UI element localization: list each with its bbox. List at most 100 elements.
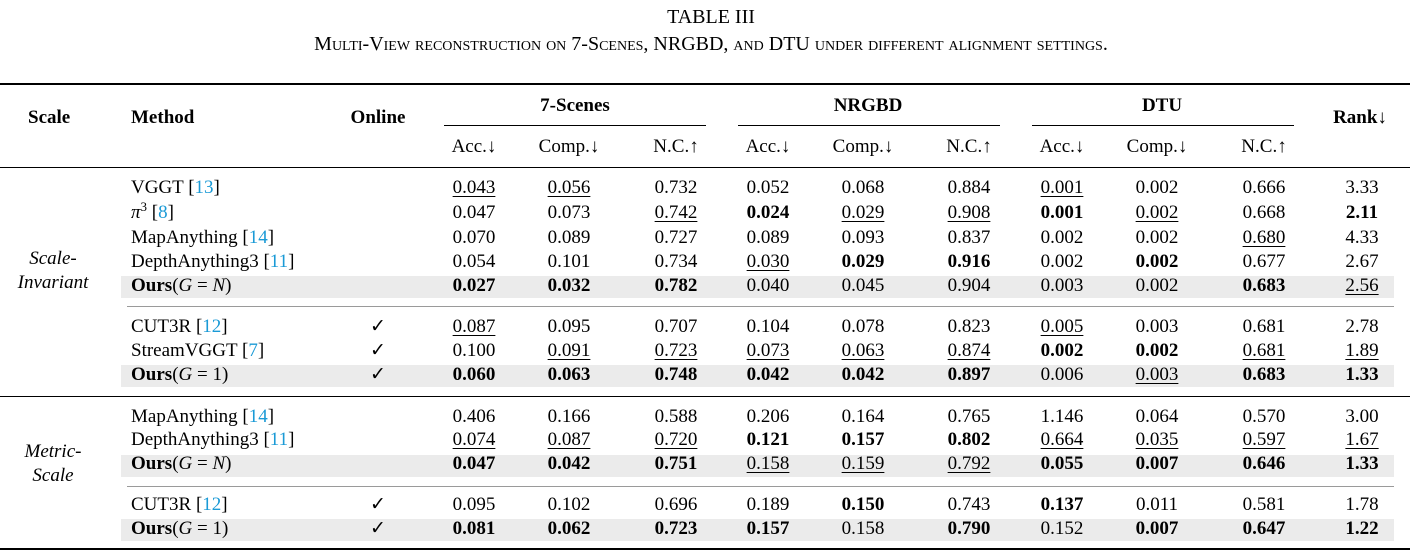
- metric-cell: 0.091: [547, 340, 591, 361]
- metric-cell: 0.104: [746, 316, 790, 337]
- metric-cell: 0.727: [654, 227, 698, 248]
- metric-cell: 0.668: [1242, 202, 1286, 223]
- metric-cell: 0.782: [654, 275, 698, 296]
- metric-cell: 0.024: [746, 202, 790, 223]
- metric-cell: 0.042: [547, 453, 591, 474]
- method-name: VGGT [13]: [131, 177, 220, 198]
- metric-cell: 0.064: [1135, 406, 1179, 427]
- metric-cell: 0.042: [746, 364, 790, 385]
- metric-header: Acc.↓: [745, 136, 791, 157]
- method-name: CUT3R [12]: [131, 494, 228, 515]
- metric-cell: 0.095: [547, 316, 591, 337]
- metric-cell: 0.001: [1040, 177, 1084, 198]
- citation-link[interactable]: 11: [269, 429, 289, 450]
- header-method: Method: [131, 107, 195, 128]
- scale-label-invariant-line1: Scale-: [29, 248, 77, 269]
- metric-cell: 0.696: [654, 494, 698, 515]
- metric-cell: 0.052: [746, 177, 790, 198]
- metric-cell: 0.073: [547, 202, 591, 223]
- metric-cell: 0.002: [1135, 177, 1179, 198]
- citation-link[interactable]: 7: [248, 340, 258, 361]
- metric-cell: 0.001: [1040, 202, 1084, 223]
- metric-header: Comp.↓: [832, 136, 894, 157]
- metric-cell: 0.100: [452, 340, 496, 361]
- rank-cell: 2.78: [1345, 316, 1379, 337]
- metric-cell: 0.047: [452, 453, 496, 474]
- metric-cell: 0.002: [1135, 275, 1179, 296]
- metric-cell: 0.081: [452, 518, 496, 539]
- highlight-row-bg: [121, 455, 1394, 477]
- highlight-row-bg: [121, 519, 1394, 541]
- metric-cell: 0.011: [1135, 494, 1179, 515]
- rank-cell: 3.33: [1345, 177, 1379, 198]
- citation-link[interactable]: 14: [248, 406, 268, 427]
- metric-cell: 0.792: [947, 453, 991, 474]
- metric-cell: 0.681: [1242, 316, 1286, 337]
- rank-cell: 2.11: [1345, 202, 1379, 223]
- metric-cell: 0.884: [947, 177, 991, 198]
- metric-cell: 0.027: [452, 275, 496, 296]
- subgroup-rule-2: [127, 486, 1394, 487]
- metric-cell: 0.035: [1135, 429, 1179, 450]
- metric-cell: 0.006: [1040, 364, 1084, 385]
- metric-cell: 0.007: [1135, 453, 1179, 474]
- metric-cell: 0.837: [947, 227, 991, 248]
- metric-cell: 0.751: [654, 453, 698, 474]
- metric-cell: 0.664: [1040, 429, 1084, 450]
- metric-cell: 0.908: [947, 202, 991, 223]
- metric-cell: 0.029: [841, 251, 885, 272]
- citation-link[interactable]: 14: [248, 227, 268, 248]
- metric-cell: 0.056: [547, 177, 591, 198]
- metric-cell: 0.003: [1135, 316, 1179, 337]
- metric-cell: 0.005: [1040, 316, 1084, 337]
- citation-link[interactable]: 13: [194, 177, 214, 198]
- metric-cell: 0.055: [1040, 453, 1084, 474]
- metric-header: Comp.↓: [1126, 136, 1188, 157]
- bottom-rule: [0, 548, 1410, 550]
- header-rule: [0, 167, 1410, 168]
- rank-cell: 1.89: [1345, 340, 1379, 361]
- group-rule-7scenes: [444, 125, 706, 126]
- metric-cell: 0.720: [654, 429, 698, 450]
- metric-cell: 0.060: [452, 364, 496, 385]
- metric-cell: 0.054: [452, 251, 496, 272]
- citation-link[interactable]: 8: [158, 202, 168, 223]
- metric-cell: 0.068: [841, 177, 885, 198]
- metric-header: Comp.↓: [538, 136, 600, 157]
- metric-cell: 0.007: [1135, 518, 1179, 539]
- metric-cell: 0.897: [947, 364, 991, 385]
- metric-cell: 0.666: [1242, 177, 1286, 198]
- top-rule: [0, 83, 1410, 85]
- metric-header: N.C.↑: [1241, 136, 1287, 157]
- metric-cell: 0.734: [654, 251, 698, 272]
- metric-cell: 0.647: [1242, 518, 1286, 539]
- scale-label-invariant-line2: Invariant: [17, 272, 89, 293]
- method-name: StreamVGGT [7]: [131, 340, 265, 361]
- rank-cell: 1.22: [1345, 518, 1379, 539]
- metric-cell: 0.040: [746, 275, 790, 296]
- citation-link[interactable]: 12: [202, 316, 222, 337]
- citation-link[interactable]: 11: [269, 251, 289, 272]
- metric-cell: 0.588: [654, 406, 698, 427]
- subgroup-rule-1: [127, 306, 1394, 307]
- online-checkmark: ✓: [370, 316, 386, 337]
- metric-cell: 0.802: [947, 429, 991, 450]
- metric-cell: 0.073: [746, 340, 790, 361]
- rank-cell: 1.33: [1345, 453, 1379, 474]
- citation-link[interactable]: 12: [202, 494, 222, 515]
- metric-cell: 0.743: [947, 494, 991, 515]
- metric-cell: 0.002: [1135, 340, 1179, 361]
- rank-cell: 1.33: [1345, 364, 1379, 385]
- header-group-dtu: DTU: [1141, 95, 1183, 116]
- metric-cell: 1.146: [1040, 406, 1084, 427]
- metric-cell: 0.597: [1242, 429, 1286, 450]
- metric-cell: 0.748: [654, 364, 698, 385]
- metric-cell: 0.062: [547, 518, 591, 539]
- group-rule-dtu: [1032, 125, 1294, 126]
- rank-cell: 3.00: [1345, 406, 1379, 427]
- method-name: DepthAnything3 [11]: [131, 251, 295, 272]
- rank-cell: 2.67: [1345, 251, 1379, 272]
- metric-cell: 0.157: [746, 518, 790, 539]
- rank-cell: 1.78: [1345, 494, 1379, 515]
